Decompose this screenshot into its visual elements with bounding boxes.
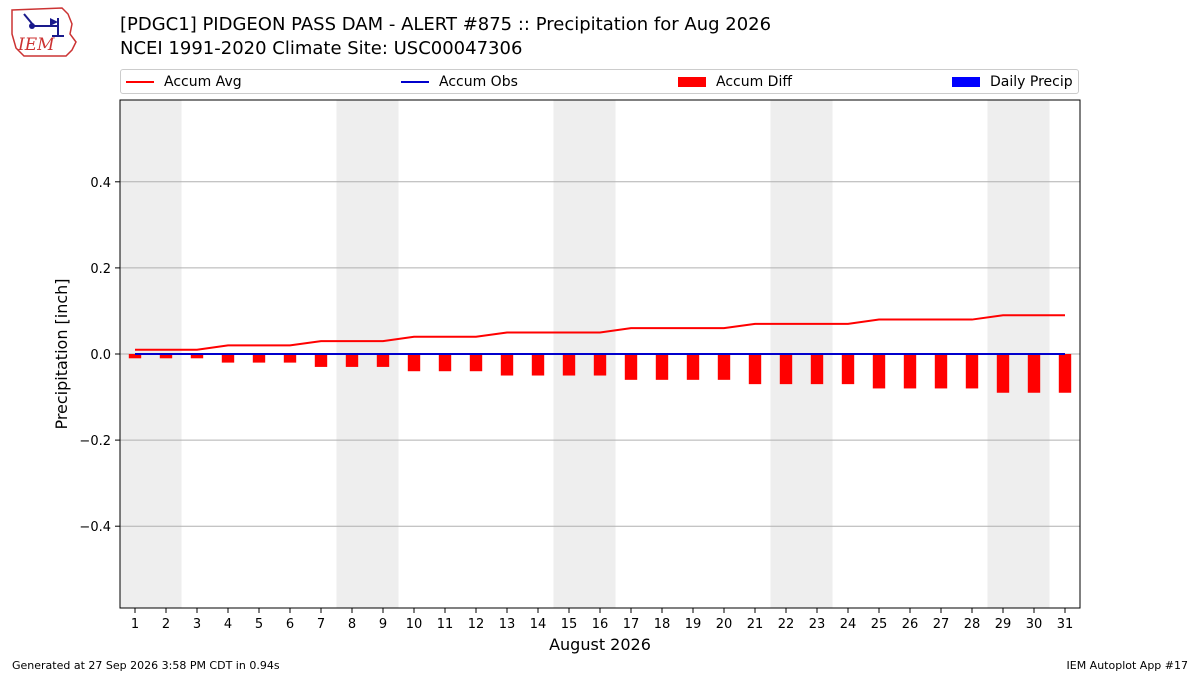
- x-tick-label: 20: [716, 617, 733, 632]
- x-tick-label: 22: [778, 617, 795, 632]
- x-tick-label: 2: [162, 617, 170, 632]
- y-tick-label: 0.0: [90, 348, 111, 363]
- x-tick-label: 5: [255, 617, 263, 632]
- x-tick-label: 26: [902, 617, 919, 632]
- accum-diff-bar: [252, 354, 266, 363]
- x-tick-label: 30: [1026, 617, 1043, 632]
- x-tick-label: 21: [747, 617, 764, 632]
- footer-generated: Generated at 27 Sep 2026 3:58 PM CDT in …: [12, 659, 280, 672]
- accum-diff-bar: [593, 354, 607, 376]
- series-lines: [135, 314, 1065, 355]
- x-tick-label: 24: [840, 617, 857, 632]
- legend-item-daily-precip: Daily Precip: [952, 70, 1073, 93]
- x-tick-label: 10: [406, 617, 423, 632]
- accum-diff-bar: [345, 354, 359, 367]
- legend-label-accum-obs: Accum Obs: [439, 73, 518, 90]
- x-tick-label: 9: [379, 617, 387, 632]
- accum-diff-bar: [779, 354, 793, 385]
- title-line-1: [PDGC1] PIDGEON PASS DAM - ALERT #875 ::…: [120, 14, 772, 35]
- legend-label-accum-avg: Accum Avg: [164, 73, 242, 90]
- legend-swatch-accum-obs: [401, 80, 429, 83]
- x-tick-label: 27: [933, 617, 950, 632]
- x-tick-label: 3: [193, 617, 201, 632]
- accum-diff-bar: [965, 354, 979, 389]
- x-tick-label: 19: [685, 617, 702, 632]
- accum-diff-bar: [159, 354, 173, 359]
- accum-diff-bar: [717, 354, 731, 380]
- chart-title: [PDGC1] PIDGEON PASS DAM - ALERT #875 ::…: [120, 13, 771, 61]
- diff-bars: [128, 354, 1072, 393]
- y-tick-label: −0.2: [79, 434, 111, 449]
- accum-diff-bar: [903, 354, 917, 389]
- legend-swatch-accum-diff: [678, 76, 706, 87]
- accum-diff-bar: [996, 354, 1010, 393]
- legend-swatch-daily-precip: [952, 76, 980, 87]
- x-tick-label: 17: [623, 617, 640, 632]
- title-line-2: NCEI 1991-2020 Climate Site: USC00047306: [120, 38, 523, 59]
- x-tick-label: 29: [995, 617, 1012, 632]
- x-tick-label: 11: [437, 617, 454, 632]
- accum-diff-bar: [810, 354, 824, 385]
- accum-diff-bar: [469, 354, 483, 372]
- x-tick-label: 4: [224, 617, 232, 632]
- x-tick-label: 28: [964, 617, 981, 632]
- legend-item-accum-diff: Accum Diff: [678, 70, 792, 93]
- legend-swatch-accum-avg: [126, 80, 154, 83]
- accum-diff-bar: [748, 354, 762, 385]
- logo-text: IEM: [17, 35, 55, 55]
- accum-diff-bar: [624, 354, 638, 380]
- iem-logo: IEM: [6, 4, 82, 60]
- iem-logo-graphic: IEM: [11, 7, 77, 57]
- x-tick-label: 8: [348, 617, 356, 632]
- accum-diff-bar: [221, 354, 235, 363]
- accum-diff-bar: [1058, 354, 1072, 393]
- accum-diff-bar: [655, 354, 669, 380]
- x-axis-label: August 2026: [549, 635, 651, 654]
- footer-app: IEM Autoplot App #17: [1066, 659, 1189, 672]
- accum-diff-bar: [872, 354, 886, 389]
- legend: Accum Avg Accum Obs Accum Diff Daily Pre…: [120, 69, 1079, 94]
- x-tick-label: 16: [592, 617, 609, 632]
- y-tick-label: 0.4: [90, 176, 111, 191]
- x-tick-label: 15: [561, 617, 578, 632]
- accum-diff-bar: [841, 354, 855, 385]
- y-tick-label: 0.2: [90, 262, 111, 277]
- x-tick-label: 14: [530, 617, 547, 632]
- x-tick-label: 23: [809, 617, 826, 632]
- accum-diff-bar: [190, 354, 204, 359]
- x-tick-label: 1: [131, 617, 139, 632]
- x-tick-label: 13: [499, 617, 516, 632]
- accum-diff-bar: [314, 354, 328, 367]
- y-axis-ticks: −0.4 −0.2 0.0 0.2 0.4: [79, 176, 120, 535]
- accum-diff-bar: [283, 354, 297, 363]
- x-tick-label: 12: [468, 617, 485, 632]
- x-tick-label: 18: [654, 617, 671, 632]
- legend-label-accum-diff: Accum Diff: [716, 73, 793, 90]
- x-tick-label: 7: [317, 617, 325, 632]
- accum-avg-line: [135, 314, 1065, 351]
- x-tick-label: 25: [871, 617, 888, 632]
- x-tick-label: 6: [286, 617, 294, 632]
- legend-item-accum-avg: Accum Avg: [126, 70, 242, 93]
- y-tick-label: −0.4: [79, 520, 111, 535]
- x-axis-ticks: 1 2 3 4 5 6 7 8 9 10 11 12 13 14 15 16 17 18 19 20 21 22 23 24 2…: [131, 608, 1073, 632]
- accum-diff-bar: [407, 354, 421, 372]
- accum-diff-bar: [531, 354, 545, 376]
- legend-item-accum-obs: Accum Obs: [401, 70, 518, 93]
- legend-label-daily-precip: Daily Precip: [990, 73, 1073, 90]
- accum-diff-bar: [686, 354, 700, 380]
- accum-diff-bar: [128, 354, 142, 359]
- accum-diff-bar: [438, 354, 452, 372]
- accum-diff-bar: [376, 354, 390, 367]
- x-tick-label: 31: [1057, 617, 1074, 632]
- y-axis-label: Precipitation [inch]: [52, 278, 71, 429]
- accum-diff-bar: [934, 354, 948, 389]
- accum-diff-bar: [1027, 354, 1041, 393]
- accum-diff-bar: [500, 354, 514, 376]
- accum-diff-bar: [562, 354, 576, 376]
